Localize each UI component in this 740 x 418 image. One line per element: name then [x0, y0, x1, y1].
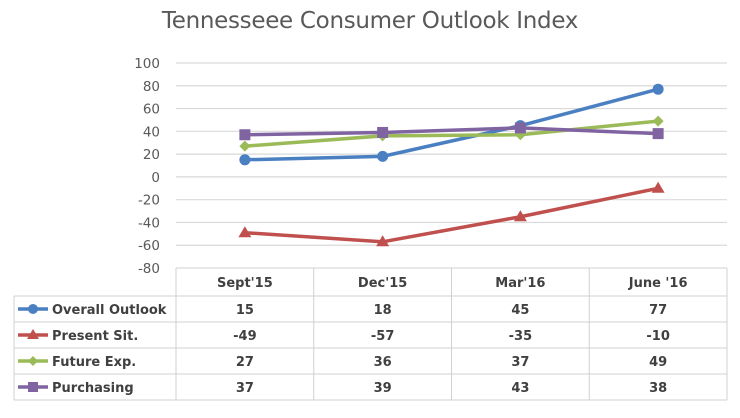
x-category-label: Sept'15: [217, 276, 273, 291]
y-tick-label: -60: [138, 238, 160, 254]
data-point-purchasing: [514, 122, 526, 134]
y-tick-label: -40: [138, 215, 160, 231]
data-label-purchasing: 38: [649, 381, 667, 396]
x-category-label: Mar'16: [495, 276, 545, 291]
data-label-overall-outlook: 45: [511, 303, 529, 318]
legend-label-future-exp: Future Exp.: [52, 355, 136, 370]
data-point-purchasing: [239, 129, 251, 141]
data-point-future-exp: [652, 115, 664, 127]
series-lines: [244, 87, 659, 244]
y-tick-label: -20: [138, 193, 160, 209]
data-point-present-sit: [376, 235, 390, 247]
x-category-label: June '16: [628, 276, 688, 291]
data-label-purchasing: 39: [374, 381, 392, 396]
gridlines: [176, 62, 727, 246]
y-tick-label: 100: [134, 56, 160, 72]
legend-key-marker-present-sit: [27, 329, 39, 339]
legend-key-marker-future-exp: [28, 356, 38, 366]
data-label-overall-outlook: 18: [374, 303, 392, 318]
series-line-future-exp: [244, 119, 659, 148]
data-label-future-exp: 37: [511, 355, 529, 370]
data-label-overall-outlook: 77: [649, 303, 667, 318]
series-line-overall-outlook: [244, 87, 659, 162]
chart-title: Tennesseee Consumer Outlook Index: [161, 8, 579, 34]
y-axis-ticks: 100 80 60 40 20 0 -20 -40 -60 -80: [134, 56, 160, 277]
series-line-purchasing: [244, 126, 659, 137]
data-point-present-sit: [513, 210, 527, 222]
y-tick-label: 80: [143, 79, 160, 95]
legend-label-purchasing: Purchasing: [52, 381, 134, 396]
legend-label-present-sit: Present Sit.: [52, 329, 138, 344]
data-label-future-exp: 27: [236, 355, 254, 370]
legend-key-marker-overall-outlook: [28, 304, 38, 314]
y-tick-label: 40: [143, 124, 160, 140]
data-label-present-sit: -35: [509, 329, 533, 344]
x-category-label: Dec'15: [358, 276, 407, 291]
y-tick-label: 60: [143, 102, 160, 118]
legend-key-marker-purchasing: [28, 382, 38, 392]
data-label-future-exp: 49: [649, 355, 667, 370]
data-point-overall-outlook: [652, 83, 664, 95]
data-point-purchasing: [652, 128, 664, 140]
data-point-future-exp: [239, 140, 251, 152]
data-point-present-sit: [238, 226, 252, 238]
y-tick-label: -80: [138, 261, 160, 277]
data-table: Sept'15 Dec'15 Mar'16 June '16 Overall Outlo…: [13, 267, 728, 401]
y-tick-label: 20: [143, 147, 160, 163]
data-label-present-sit: -49: [233, 329, 257, 344]
data-label-future-exp: 36: [374, 355, 392, 370]
data-point-overall-outlook: [377, 150, 389, 162]
data-point-purchasing: [377, 126, 389, 138]
data-label-purchasing: 37: [236, 381, 254, 396]
legend-label-overall-outlook: Overall Outlook: [52, 303, 167, 318]
data-point-overall-outlook: [239, 154, 251, 166]
data-label-present-sit: -10: [646, 329, 670, 344]
data-label-present-sit: -57: [371, 329, 395, 344]
series-markers: [238, 83, 665, 247]
data-point-present-sit: [651, 181, 665, 193]
data-label-purchasing: 43: [511, 381, 529, 396]
y-tick-label: 0: [151, 170, 160, 186]
series-line-present-sit: [244, 186, 659, 244]
data-label-overall-outlook: 15: [236, 303, 254, 318]
